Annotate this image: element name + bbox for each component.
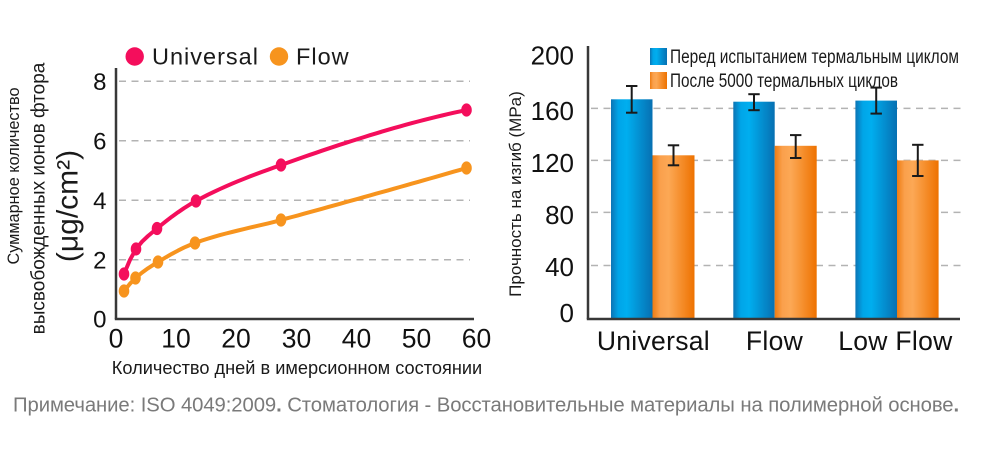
svg-text:Flow: Flow [296,44,350,70]
svg-text:2: 2 [93,248,106,275]
svg-text:0: 0 [560,298,574,328]
svg-text:4: 4 [93,188,106,215]
svg-text:80: 80 [545,200,574,230]
svg-text:(μg/cm²): (μg/cm²) [52,150,85,262]
svg-text:высвобожденных ионов фтора: высвобожденных ионов фтора [29,62,50,334]
svg-text:40: 40 [545,252,574,282]
svg-text:После 5000 термальных циклов: После 5000 термальных циклов [670,71,898,92]
svg-text:Количество дней в имерсионном: Количество дней в имерсионном состоянии [112,358,482,378]
svg-text:Прочность на изгиб (MPa): Прочность на изгиб (MPa) [506,91,525,297]
svg-text:Universal: Universal [597,326,710,356]
svg-text:60: 60 [462,324,491,354]
svg-text:0: 0 [109,324,124,354]
svg-text:120: 120 [531,148,574,178]
svg-text:200: 200 [531,41,574,71]
svg-text:160: 160 [531,96,574,126]
svg-text:20: 20 [221,324,250,354]
svg-text:Перед испытанием термальным ци: Перед испытанием термальным циклом [670,47,959,68]
svg-text:Low Flow: Low Flow [838,326,953,356]
svg-text:40: 40 [342,324,371,354]
svg-text:Суммарное количество: Суммарное количество [5,87,23,264]
svg-text:50: 50 [402,324,431,354]
svg-text:30: 30 [282,324,311,354]
svg-text:0: 0 [93,307,106,334]
svg-text:10: 10 [161,324,190,354]
svg-text:8: 8 [93,69,106,96]
svg-text:Flow: Flow [746,326,804,356]
svg-text:Примечание: ISO 4049:2009. Сто: Примечание: ISO 4049:2009. Стоматология … [13,395,959,417]
svg-text:6: 6 [93,129,106,156]
svg-text:Universal: Universal [152,44,259,70]
